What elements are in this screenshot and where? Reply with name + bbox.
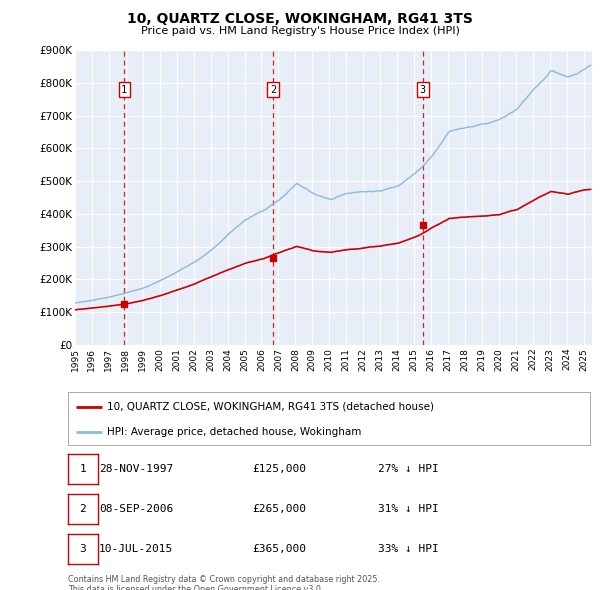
Text: 3: 3	[80, 544, 86, 554]
Text: HPI: Average price, detached house, Wokingham: HPI: Average price, detached house, Woki…	[107, 427, 362, 437]
Text: Price paid vs. HM Land Registry's House Price Index (HPI): Price paid vs. HM Land Registry's House …	[140, 26, 460, 35]
Text: 28-NOV-1997: 28-NOV-1997	[99, 464, 173, 474]
Text: 10, QUARTZ CLOSE, WOKINGHAM, RG41 3TS (detached house): 10, QUARTZ CLOSE, WOKINGHAM, RG41 3TS (d…	[107, 402, 434, 412]
Text: 1: 1	[80, 464, 86, 474]
Text: 31% ↓ HPI: 31% ↓ HPI	[378, 504, 439, 514]
Text: £365,000: £365,000	[252, 544, 306, 554]
Text: £125,000: £125,000	[252, 464, 306, 474]
Text: 08-SEP-2006: 08-SEP-2006	[99, 504, 173, 514]
Text: 10, QUARTZ CLOSE, WOKINGHAM, RG41 3TS: 10, QUARTZ CLOSE, WOKINGHAM, RG41 3TS	[127, 12, 473, 26]
Text: 2: 2	[270, 85, 276, 95]
Text: 10-JUL-2015: 10-JUL-2015	[99, 544, 173, 554]
Text: 27% ↓ HPI: 27% ↓ HPI	[378, 464, 439, 474]
Text: Contains HM Land Registry data © Crown copyright and database right 2025.
This d: Contains HM Land Registry data © Crown c…	[68, 575, 380, 590]
Text: 33% ↓ HPI: 33% ↓ HPI	[378, 544, 439, 554]
Text: £265,000: £265,000	[252, 504, 306, 514]
Text: 2: 2	[80, 504, 86, 514]
Text: 1: 1	[121, 85, 127, 95]
Text: 3: 3	[420, 85, 426, 95]
